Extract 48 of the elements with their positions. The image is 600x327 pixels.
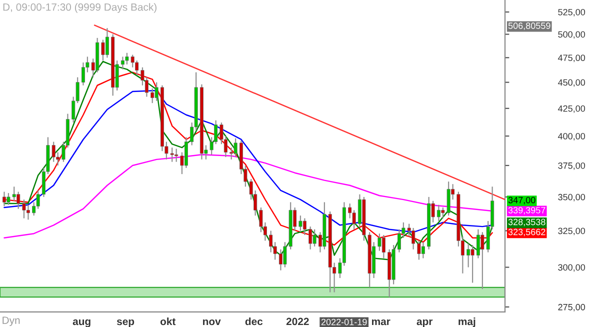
candlestick	[154, 82, 158, 102]
candlestick	[150, 88, 154, 104]
candlestick	[22, 199, 26, 219]
text: 506,80559	[508, 22, 550, 30]
x-tick-label: maj	[458, 318, 476, 327]
candlestick	[184, 136, 188, 168]
candlestick	[101, 39, 105, 62]
x-tick-label: sep	[116, 319, 134, 327]
candlestick	[269, 230, 273, 253]
candlestick	[234, 138, 238, 158]
y-tick-label: 525,00	[558, 8, 586, 16]
annotation: 328,3538	[508, 218, 546, 226]
candlestick	[470, 244, 474, 284]
x-tick-label: mar	[372, 319, 390, 326]
x-tick-label: nov	[203, 319, 221, 326]
text: 2022-01-19	[321, 318, 367, 326]
y-tick-label: 300,00	[558, 264, 586, 272]
candlestick	[26, 204, 30, 220]
y-tick-label: 325,00	[558, 228, 586, 236]
y-tick-label: 425,00	[558, 105, 586, 113]
annotation: 339,3957	[508, 207, 546, 214]
chart-title: D, 09:00-17:30 (9999 Days Back)	[3, 3, 156, 13]
x-tick-label: apr	[416, 319, 433, 327]
text: Dyn	[2, 316, 20, 326]
candlestick	[466, 243, 470, 268]
y-tick-label: 275,00	[558, 304, 586, 312]
x-tick-label: 2022	[286, 318, 309, 326]
candlestick	[308, 226, 312, 250]
candlestick	[417, 240, 421, 260]
candlestick	[378, 233, 382, 252]
candlestick	[312, 228, 316, 248]
y-tick-label: 450,00	[558, 79, 586, 87]
annotation: 323,5662	[508, 228, 546, 236]
candlestick	[298, 215, 302, 232]
y-tick-label: 475,00	[558, 54, 586, 62]
x-tick-label: dec	[245, 318, 263, 326]
y-tick-label: 400,00	[558, 133, 586, 140]
candlestick	[382, 234, 386, 259]
annotation: 347,00	[508, 196, 536, 204]
y-tick-label: 375,00	[558, 162, 586, 170]
x-tick-label: okt	[160, 318, 176, 326]
x-tick-label: aug	[72, 319, 90, 327]
candlestick	[105, 28, 109, 58]
line-series	[4, 154, 493, 238]
y-tick-label: 350,00	[558, 194, 586, 202]
candlestick	[302, 218, 306, 236]
candlestick	[421, 242, 425, 259]
y-tick-label: 500,00	[558, 31, 586, 39]
